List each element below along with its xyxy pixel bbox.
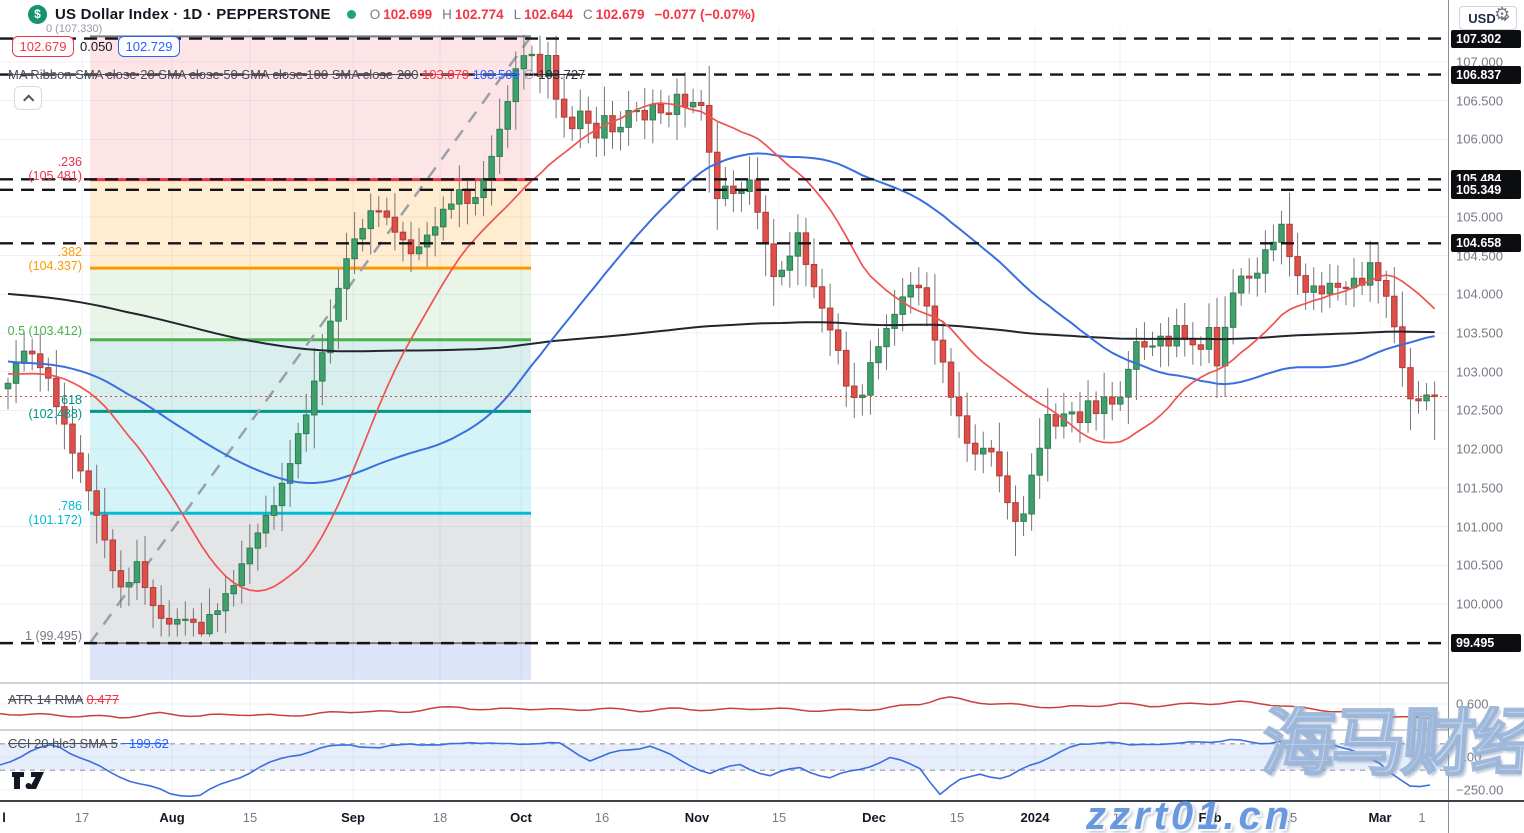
price-tick-label: 101.500 (1456, 480, 1503, 496)
price-range-value: 0.050 (80, 39, 113, 54)
symbol-title[interactable]: US Dollar Index · 1D · PEPPERSTONE (55, 5, 331, 23)
price-tick-label: 106.000 (1456, 131, 1503, 147)
time-tick-label: l (2, 810, 6, 825)
time-axis[interactable]: l 17 Aug 15 Sep 18 Oct 16 Nov 15 Dec 15 2024 16 Feb 15 M… (0, 800, 1524, 833)
fib-level-label: .382 (104.337) (28, 245, 82, 273)
price-tick-label: 100.000 (1456, 596, 1503, 612)
tradingview-logo-icon[interactable] (11, 768, 47, 795)
cci-value: −199.62 (121, 736, 169, 751)
fib-level-label: .786 (101.172) (28, 499, 82, 527)
sma100-value: ∅ (523, 67, 535, 82)
time-tick-label: 15 (1282, 810, 1298, 825)
price-label-low[interactable]: 102.679 (12, 36, 74, 57)
currency-dropdown[interactable]: USD (1459, 6, 1517, 30)
price-tick-label: 103.500 (1456, 325, 1503, 341)
time-tick-label: 18 (432, 810, 448, 825)
change-value: −0.077 (−0.07%) (654, 6, 756, 22)
sma20-value: 103.879 (422, 67, 470, 82)
price-tick-label: 101.000 (1456, 519, 1503, 535)
time-tick-label: Feb (1198, 810, 1222, 825)
ohlc-readout: O 102.699 H 102.774 L 102.644 C 102.679 −0.0… (370, 7, 755, 22)
high-label: H (442, 6, 452, 22)
time-tick-label: 15 (242, 810, 258, 825)
price-level-tag: 106.837 (1451, 65, 1521, 84)
close-label: C (582, 6, 593, 22)
cci-title: CCI 20 hlc3 SMA 5 (8, 736, 118, 751)
price-tick-label: 104.000 (1456, 286, 1503, 302)
atr-tick-label: 0.600 (1456, 696, 1489, 712)
price-level-tag: 107.302 (1451, 29, 1521, 48)
cci-tick-label: 0.00 (1456, 749, 1482, 765)
market-status-icon[interactable] (346, 9, 356, 19)
price-tick-label: 103.000 (1456, 364, 1503, 380)
chart-header: $ US Dollar Index · 1D · PEPPERSTONE O 10… (0, 0, 1448, 28)
collapse-legend-button[interactable] (14, 86, 42, 110)
time-tick-label: 15 (771, 810, 787, 825)
price-tick-label: 100.500 (1456, 557, 1503, 573)
price-label-high[interactable]: 102.729 (118, 36, 180, 57)
price-level-tag: 99.495 (1451, 634, 1521, 653)
time-tick-label: 15 (949, 810, 965, 825)
atr-title: ATR 14 RMA (8, 692, 83, 707)
time-tick-label: Nov (684, 810, 710, 825)
open-value: 102.699 (383, 6, 433, 22)
atr-value: 0.477 (86, 692, 120, 707)
time-tick-label: Sep (341, 810, 365, 825)
time-tick-label: 17 (74, 810, 90, 825)
price-tick-label: 106.500 (1456, 93, 1503, 109)
fib-level-label: .618 (102.488) (28, 393, 82, 421)
close-value: 102.679 (595, 6, 645, 22)
atr-legend[interactable]: ATR 14 RMA 0.477 (8, 692, 119, 707)
ma-ribbon-title: MA Ribbon SMA close 20 SMA close 50 SMA … (8, 67, 419, 82)
axis-corner-separator (1448, 802, 1449, 833)
time-tick-label: 16 (1112, 810, 1128, 825)
ma-ribbon-legend[interactable]: MA Ribbon SMA close 20 SMA close 50 SMA … (8, 67, 585, 83)
chevron-up-icon (23, 94, 35, 106)
price-level-tag: 105.349 (1451, 180, 1521, 199)
currency-label: USD (1468, 10, 1496, 26)
time-tick-label: Dec (862, 810, 886, 825)
low-value: 102.644 (524, 6, 573, 22)
price-axis[interactable]: USD 107.000 106.500 106.000 105.000 104.500 1… (1448, 0, 1524, 800)
time-tick-label: Mar (1368, 810, 1392, 825)
high-value: 102.774 (454, 6, 504, 22)
time-tick-label: 2024 (1020, 810, 1050, 825)
time-tick-label: 1 (1418, 810, 1426, 825)
time-tick-label: 16 (594, 810, 610, 825)
gear-icon[interactable]: ⚙ (1494, 4, 1511, 24)
time-tick-label: Aug (159, 810, 185, 825)
price-tick-label: 102.500 (1456, 402, 1503, 418)
sma200-value: 103.727 (538, 67, 586, 82)
sma50-value: 103.506 (472, 67, 520, 82)
fib-level-label: 1 (99.495) (25, 629, 82, 643)
price-level-tag: 104.658 (1451, 234, 1521, 253)
price-tick-label: 102.000 (1456, 441, 1503, 457)
candlestick-chart[interactable] (0, 0, 1448, 800)
time-tick-label: Oct (510, 810, 532, 825)
price-tick-label: 105.000 (1456, 209, 1503, 225)
cci-legend[interactable]: CCI 20 hlc3 SMA 5 −199.62 (8, 736, 169, 751)
fib-level-label: .236 (105.481) (28, 155, 82, 183)
fib-level-label-0: 0 (107.330) (46, 23, 103, 35)
cci-tick-label: −250.00 (1456, 782, 1504, 798)
fib-level-label: 0.5 (103.412) (7, 324, 82, 338)
open-label: O (369, 6, 381, 22)
symbol-logo-icon[interactable]: $ (28, 4, 47, 24)
low-label: L (513, 6, 522, 22)
